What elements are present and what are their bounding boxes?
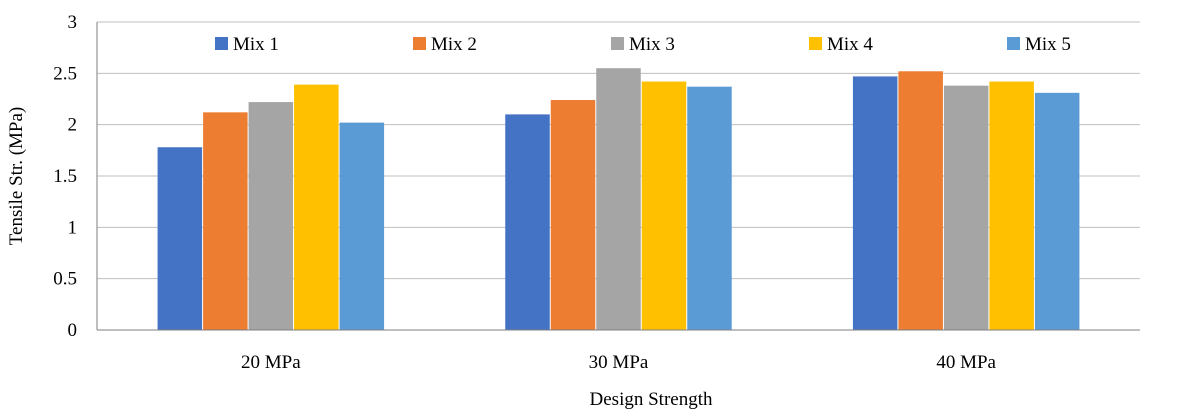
y-tick-label: 1 xyxy=(68,217,78,238)
bars xyxy=(157,68,1080,331)
bar-mix-3-20-mpa xyxy=(248,102,294,330)
legend-swatch xyxy=(611,37,624,50)
x-tick-label: 40 MPa xyxy=(936,352,996,373)
bar-mix-5-40-mpa xyxy=(1034,92,1080,330)
bar-mix-5-20-mpa xyxy=(339,122,385,330)
x-tick-label: 30 MPa xyxy=(589,352,649,373)
y-tick-label: 1.5 xyxy=(53,166,77,187)
legend-label: Mix 1 xyxy=(233,34,279,55)
bar-mix-2-40-mpa xyxy=(898,71,943,330)
legend-label: Mix 5 xyxy=(1025,34,1071,55)
legend-label: Mix 4 xyxy=(827,34,873,55)
legend-swatch xyxy=(809,37,822,50)
legend: Mix 1 Mix 2 Mix 3 Mix 4 Mix 5 xyxy=(215,34,1071,55)
legend-swatch xyxy=(215,37,228,50)
axes: 0 0.5 1 1.5 2 2.5 3 20 MPa 30 MPa 40 MPa xyxy=(53,12,1140,373)
y-tick-label: 3 xyxy=(68,12,78,33)
bar-mix-2-20-mpa xyxy=(203,112,248,330)
bar-mix-3-30-mpa xyxy=(596,68,641,330)
legend-label: Mix 2 xyxy=(431,34,477,55)
bar-mix-1-20-mpa xyxy=(157,147,203,330)
bar-mix-4-40-mpa xyxy=(989,81,1034,331)
x-axis-title: Design Strength xyxy=(590,389,713,410)
legend-label: Mix 3 xyxy=(629,34,675,55)
y-tick-label: 2 xyxy=(68,115,78,136)
y-tick-label: 2.5 xyxy=(53,63,77,84)
y-tick-label: 0 xyxy=(68,320,78,341)
bar-mix-4-30-mpa xyxy=(641,81,687,331)
y-axis-title: Tensile Str. (MPa) xyxy=(6,107,27,246)
bar-mix-1-30-mpa xyxy=(505,114,550,331)
legend-swatch xyxy=(1007,37,1020,50)
bar-mix-1-40-mpa xyxy=(852,76,898,330)
y-tick-label: 0.5 xyxy=(53,269,77,290)
bar-mix-4-20-mpa xyxy=(294,84,339,330)
x-tick-label: 20 MPa xyxy=(241,352,301,373)
legend-swatch xyxy=(413,37,426,50)
bar-mix-2-30-mpa xyxy=(550,100,596,330)
bar-mix-3-40-mpa xyxy=(943,85,989,330)
bar-mix-5-30-mpa xyxy=(687,86,732,331)
